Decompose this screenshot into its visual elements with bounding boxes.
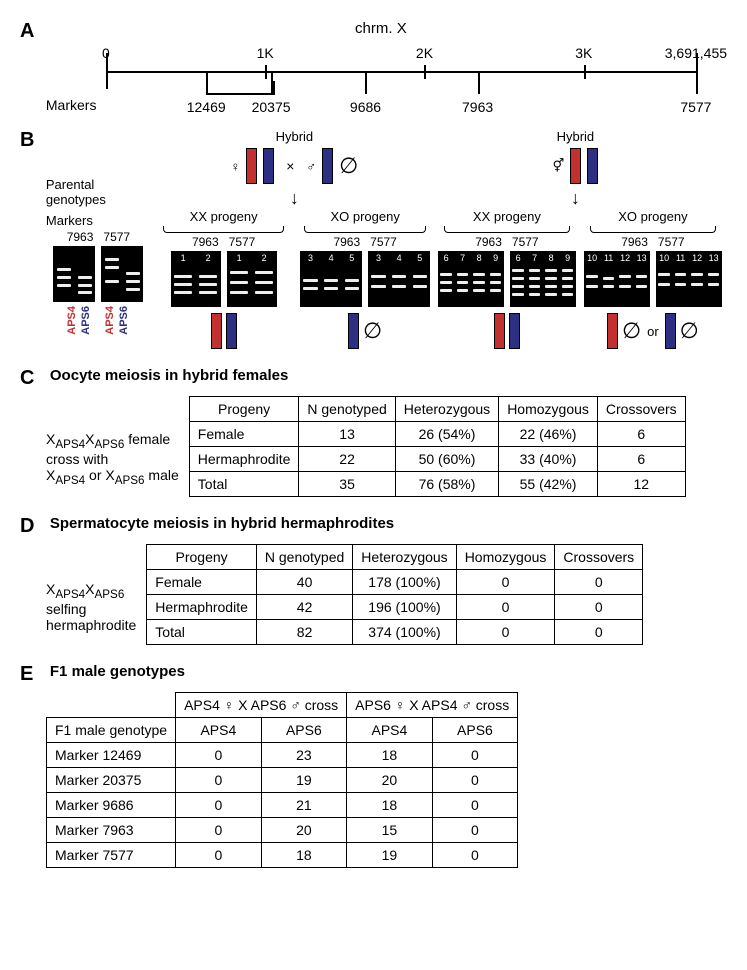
xx-progeny-label-2: XX progeny xyxy=(438,209,576,224)
panel-b-label: B xyxy=(20,129,42,152)
cross2-xx-gels: 67896789 xyxy=(438,251,576,307)
parental-gels xyxy=(46,246,151,302)
panel-c: C Oocyte meiosis in hybrid females Proge… xyxy=(20,367,727,497)
panel-b: B Parental genotypes Markers 7963 7577 A… xyxy=(20,129,727,349)
chrom-diagram: chrm. X Markers 01K2K3K3,691,45512469203… xyxy=(46,20,716,111)
table-c: ProgenyN genotypedHeterozygousHomozygous… xyxy=(46,396,686,497)
marker-7577: 7577 xyxy=(103,230,130,244)
table-d: ProgenyN genotypedHeterozygousHomozygous… xyxy=(46,544,643,645)
panel-b-content: Parental genotypes Markers 7963 7577 APS… xyxy=(46,129,716,349)
chrom-blue-3 xyxy=(587,148,598,184)
cross1-xx-gels: 1212 xyxy=(157,251,291,307)
panel-a: A chrm. X Markers 01K2K3K3,691,455124692… xyxy=(20,20,727,111)
chrom-blue xyxy=(263,148,274,184)
xo-progeny-label-1: XO progeny xyxy=(298,209,432,224)
strain-blue-label-2: APS6 xyxy=(118,306,130,335)
cross2-xo-result: ∅ or ∅ xyxy=(584,313,722,349)
cross1-xx-result xyxy=(157,313,291,349)
chrom-red-2 xyxy=(570,148,581,184)
hybrid-label-2: Hybrid xyxy=(557,129,595,144)
markers-y-label: Markers xyxy=(46,97,97,113)
chrom-blue-2 xyxy=(322,148,333,184)
panel-c-label: C xyxy=(20,367,42,390)
parental-label: Parental genotypes xyxy=(46,177,151,207)
panel-d: D Spermatocyte meiosis in hybrid hermaph… xyxy=(20,515,727,645)
male-icon: ♂ xyxy=(306,159,316,174)
female-icon: ♀ xyxy=(230,159,240,174)
strain-blue-label: APS6 xyxy=(80,306,92,335)
cross-symbol: × xyxy=(286,158,294,174)
cross1-xo-result: ∅ xyxy=(298,313,432,349)
panel-c-title: Oocyte meiosis in hybrid females xyxy=(50,367,288,384)
nullset-icon: ∅ xyxy=(339,155,358,177)
panel-d-label: D xyxy=(20,515,42,538)
cross2-xx-result xyxy=(438,313,576,349)
cross2-block: Hybrid ⚥ ↓ XX progeny 79637577 67896789 xyxy=(438,129,713,349)
cross1-parents: Hybrid xyxy=(157,129,432,144)
strain-red-label: APS4 xyxy=(66,306,78,335)
hybrid-label-1: Hybrid xyxy=(276,129,314,144)
panel-e-title: F1 male genotypes xyxy=(50,663,185,680)
parental-column: Parental genotypes Markers 7963 7577 APS… xyxy=(46,129,151,335)
xx-progeny-label-1: XX progeny xyxy=(157,209,291,224)
marker-7963: 7963 xyxy=(67,230,94,244)
arrow-down-icon-2: ↓ xyxy=(438,188,713,209)
arrow-down-icon: ↓ xyxy=(157,188,432,209)
cross1-xo-gels: 345345 xyxy=(298,251,432,307)
hermaphrodite-icon: ⚥ xyxy=(553,158,565,174)
chrom-red xyxy=(246,148,257,184)
xo-progeny-label-2: XO progeny xyxy=(584,209,722,224)
strain-red-label-2: APS4 xyxy=(104,306,116,335)
panel-e-label: E xyxy=(20,663,42,686)
cross2-parents: Hybrid xyxy=(438,129,713,144)
panel-e: E F1 male genotypes APS4 ♀ X APS6 ♂ cros… xyxy=(20,663,727,868)
table-e: APS4 ♀ X APS6 ♂ crossAPS6 ♀ X APS4 ♂ cro… xyxy=(46,692,518,868)
panel-a-label: A xyxy=(20,20,42,43)
chrom-title: chrm. X xyxy=(46,20,716,37)
cross2-xo-gels: 1011121310111213 xyxy=(584,251,722,307)
strain-labels: APS4 APS6 APS4 APS6 xyxy=(46,306,151,335)
panel-d-title: Spermatocyte meiosis in hybrid hermaphro… xyxy=(50,515,394,532)
markers-label-b: Markers xyxy=(46,213,151,228)
parental-marker-row: 7963 7577 xyxy=(46,230,151,244)
cross1-block: Hybrid ♀ × ♂ ∅ ↓ XX progeny 7963757 xyxy=(157,129,432,349)
